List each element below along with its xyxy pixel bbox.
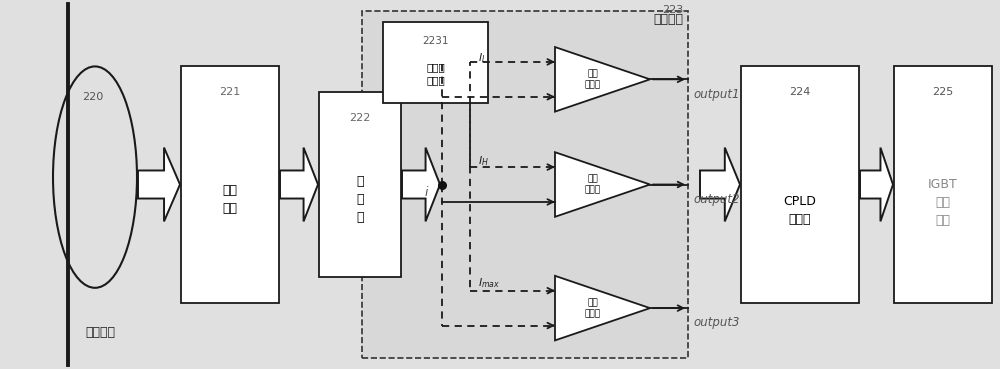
Polygon shape bbox=[860, 148, 893, 221]
Bar bbox=[383, 22, 488, 103]
Bar bbox=[181, 66, 279, 303]
Text: $I_L$: $I_L$ bbox=[478, 51, 487, 65]
Text: 缓
冲
器: 缓 冲 器 bbox=[356, 175, 364, 224]
Text: 222: 222 bbox=[349, 113, 371, 123]
Bar bbox=[319, 92, 401, 277]
Text: 220: 220 bbox=[82, 92, 103, 101]
Text: CPLD
控制器: CPLD 控制器 bbox=[784, 195, 816, 226]
Text: output1: output1 bbox=[693, 87, 740, 101]
Bar bbox=[894, 66, 992, 303]
Text: 第二
比较器: 第二 比较器 bbox=[585, 175, 601, 194]
Polygon shape bbox=[138, 148, 180, 221]
Bar bbox=[741, 66, 859, 303]
Text: 225: 225 bbox=[932, 87, 954, 97]
Text: output3: output3 bbox=[693, 316, 740, 330]
Polygon shape bbox=[555, 152, 650, 217]
Bar bbox=[362, 11, 688, 358]
Text: $I_H$: $I_H$ bbox=[478, 154, 489, 168]
Text: 223: 223 bbox=[662, 5, 683, 15]
Text: 阈值设
置电路: 阈值设 置电路 bbox=[426, 62, 445, 85]
Text: 比较电路: 比较电路 bbox=[653, 13, 683, 26]
Text: output2: output2 bbox=[693, 193, 740, 206]
Polygon shape bbox=[555, 276, 650, 340]
Polygon shape bbox=[280, 148, 318, 221]
Text: IGBT
驱动
电路: IGBT 驱动 电路 bbox=[928, 179, 958, 227]
Text: 第三
比较器: 第三 比较器 bbox=[585, 298, 601, 318]
Text: 交流母线: 交流母线 bbox=[85, 326, 115, 339]
Polygon shape bbox=[555, 47, 650, 111]
Text: $i$: $i$ bbox=[424, 184, 429, 199]
Text: $I_{max}$: $I_{max}$ bbox=[478, 276, 500, 290]
Text: 调理
电路: 调理 电路 bbox=[222, 184, 238, 215]
Text: 221: 221 bbox=[219, 87, 241, 97]
Polygon shape bbox=[402, 148, 440, 221]
Text: 2231: 2231 bbox=[422, 35, 449, 46]
Polygon shape bbox=[700, 148, 740, 221]
Text: 224: 224 bbox=[789, 87, 811, 97]
Text: 第一
比较器: 第一 比较器 bbox=[585, 69, 601, 89]
